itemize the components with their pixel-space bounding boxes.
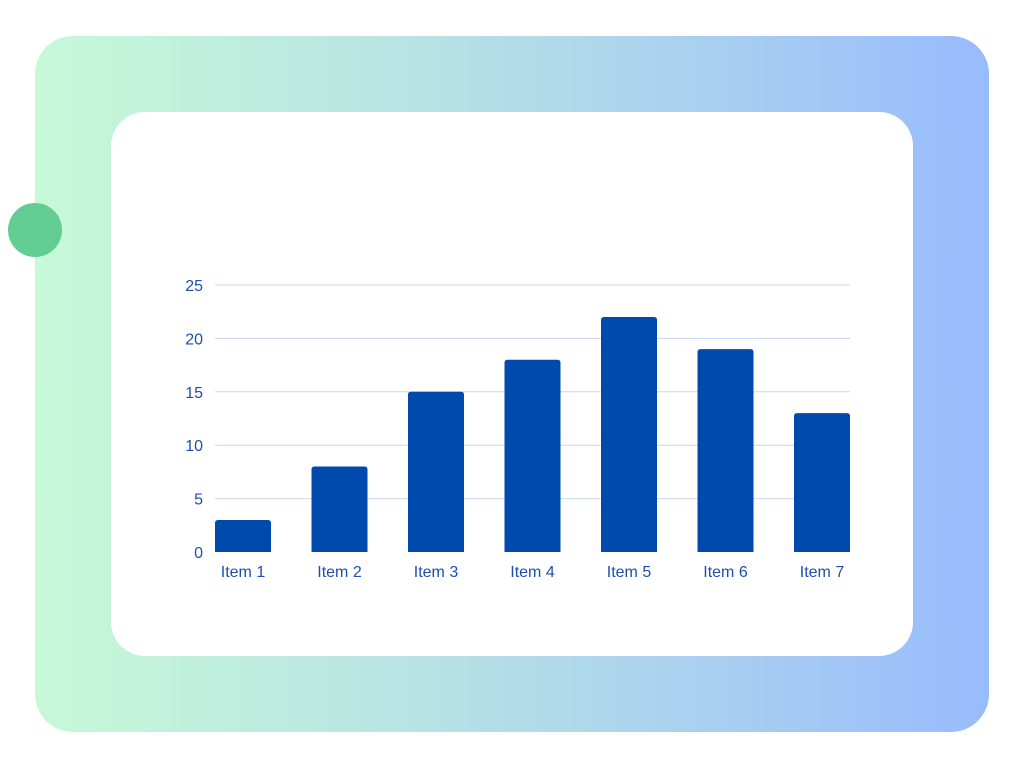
y-tick-label: 5 <box>194 492 203 509</box>
bar-item-7 <box>794 413 850 552</box>
y-tick-label: 25 <box>185 278 203 295</box>
x-tick-label: Item 6 <box>703 564 748 581</box>
decorative-dot <box>8 203 62 257</box>
bars <box>215 317 850 552</box>
x-axis-ticks: Item 1 Item 2 Item 3 Item 4 Item 5 Item 6 Item… <box>221 564 845 581</box>
bar-item-1 <box>215 519 271 552</box>
bar-item-2 <box>311 466 368 552</box>
y-axis-ticks: 0 5 10 15 20 25 <box>185 278 203 562</box>
bar-item-3 <box>408 391 464 552</box>
x-tick-label: Item 1 <box>221 564 266 581</box>
y-tick-label: 20 <box>185 331 203 348</box>
y-tick-label: 0 <box>194 545 203 562</box>
bar-item-4 <box>504 359 561 552</box>
y-tick-label: 15 <box>185 385 203 402</box>
x-tick-label: Item 2 <box>317 564 362 581</box>
x-tick-label: Item 5 <box>607 564 652 581</box>
bar-item-5 <box>601 317 657 552</box>
x-tick-label: Item 4 <box>510 564 555 581</box>
bar-item-6 <box>697 349 754 552</box>
x-tick-label: Item 3 <box>414 564 459 581</box>
x-tick-label: Item 7 <box>800 564 845 581</box>
y-tick-label: 10 <box>185 438 203 455</box>
